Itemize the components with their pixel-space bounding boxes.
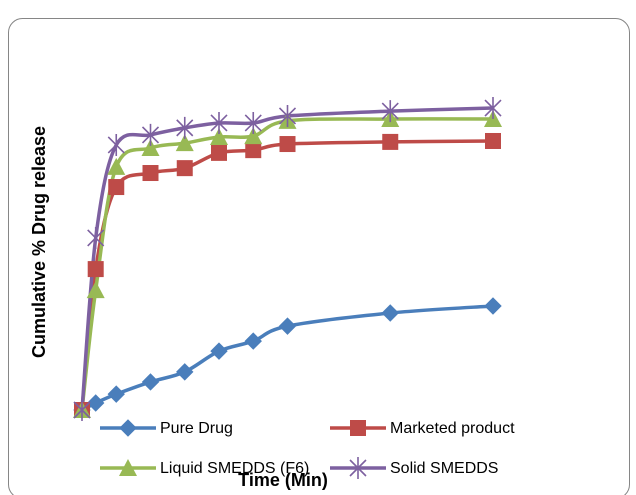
marker bbox=[382, 133, 399, 150]
marker bbox=[86, 281, 105, 299]
series-line bbox=[80, 117, 494, 411]
series-line bbox=[80, 139, 494, 411]
y-axis-label: Cumulative % Drug release bbox=[29, 126, 49, 358]
marker bbox=[381, 100, 399, 123]
marker bbox=[141, 373, 160, 391]
marker bbox=[484, 97, 502, 120]
marker bbox=[107, 157, 126, 175]
legend-label: Marketed product bbox=[390, 420, 515, 437]
marker bbox=[278, 104, 297, 127]
marker bbox=[244, 127, 263, 145]
marker bbox=[278, 317, 297, 335]
marker bbox=[349, 457, 367, 479]
marker bbox=[119, 419, 137, 437]
marker bbox=[485, 132, 501, 149]
marker bbox=[142, 165, 159, 182]
marker bbox=[107, 385, 125, 403]
x-axis-label: Time (Min) bbox=[238, 470, 328, 490]
marker bbox=[210, 342, 228, 360]
marker bbox=[108, 179, 125, 196]
legend-item: Pure Drug bbox=[100, 419, 233, 437]
marker bbox=[87, 261, 104, 278]
marker bbox=[176, 363, 194, 381]
marker bbox=[381, 304, 399, 322]
marker bbox=[484, 297, 502, 315]
plot-area bbox=[73, 97, 502, 421]
marker bbox=[73, 399, 91, 421]
legend-item: Solid SMEDDS bbox=[330, 457, 498, 479]
legend-item: Marketed product bbox=[330, 420, 515, 437]
marker bbox=[86, 394, 105, 412]
marker bbox=[244, 111, 262, 134]
marker bbox=[175, 134, 194, 152]
marker bbox=[245, 142, 262, 159]
legend-label: Liquid SMEDDS (F6) bbox=[160, 460, 309, 477]
marker bbox=[211, 144, 227, 161]
marker bbox=[350, 420, 366, 436]
marker bbox=[107, 133, 125, 156]
marker bbox=[119, 459, 137, 476]
marker bbox=[210, 128, 228, 146]
marker bbox=[87, 226, 105, 249]
marker bbox=[176, 116, 194, 139]
marker bbox=[176, 160, 193, 177]
marker bbox=[141, 139, 160, 157]
legend-label: Solid SMEDDS bbox=[390, 460, 498, 477]
legend-label: Pure Drug bbox=[160, 420, 233, 437]
legend-item: Liquid SMEDDS (F6) bbox=[100, 459, 309, 477]
marker bbox=[279, 136, 296, 153]
marker bbox=[210, 111, 228, 134]
marker bbox=[244, 332, 262, 350]
legend: Pure Drug Marketed product Liquid SMEDDS (… bbox=[100, 419, 515, 479]
chart-frame bbox=[8, 18, 630, 495]
marker bbox=[141, 123, 160, 146]
